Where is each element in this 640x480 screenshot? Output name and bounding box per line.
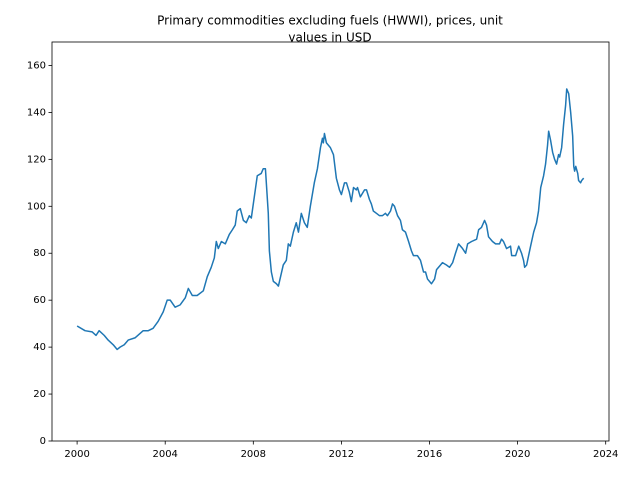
x-tick-label: 2004 — [152, 449, 177, 460]
x-tick-label: 2008 — [241, 449, 266, 460]
data-line — [76, 88, 585, 351]
x-tick-label: 2020 — [505, 449, 530, 460]
x-tick-label: 2000 — [64, 449, 89, 460]
x-tick-label: 2016 — [417, 449, 442, 460]
chart-title: Primary commodities excluding fuels (HWW… — [157, 14, 503, 28]
y-tick-label: 120 — [27, 154, 46, 165]
axes-frame — [51, 41, 610, 442]
y-tick-label: 100 — [27, 201, 46, 212]
y-tick-label: 160 — [27, 60, 46, 71]
y-tick-label: 60 — [33, 295, 46, 306]
chart-title: values in USD — [288, 31, 371, 45]
y-tick-label: 0 — [40, 436, 46, 447]
y-tick-label: 20 — [33, 389, 46, 400]
y-tick-label: 140 — [27, 107, 46, 118]
x-tick-label: 2024 — [593, 449, 618, 460]
y-tick-label: 80 — [33, 248, 46, 259]
y-tick-label: 40 — [33, 342, 46, 353]
x-tick-label: 2012 — [329, 449, 354, 460]
